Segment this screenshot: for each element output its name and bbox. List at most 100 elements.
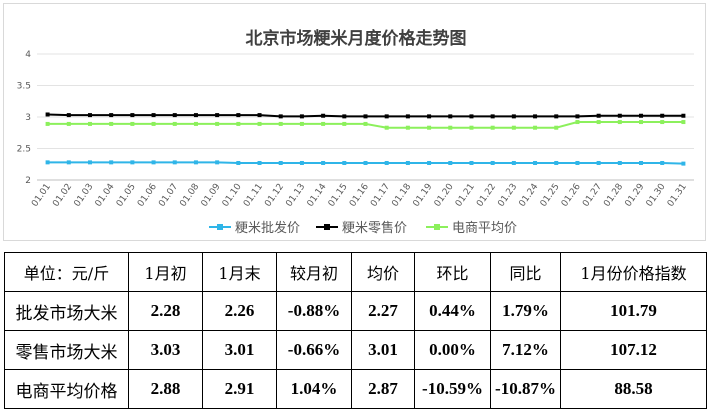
x-tick-label: 01.14 (306, 182, 329, 209)
data-point (363, 160, 368, 165)
data-point (45, 160, 50, 165)
data-point (66, 121, 71, 126)
data-point (554, 160, 559, 165)
y-tick-label: 3 (25, 113, 31, 123)
data-point (490, 114, 495, 119)
data-point (151, 113, 156, 118)
legend-label: 电商平均价 (452, 221, 517, 236)
data-point (511, 114, 516, 119)
table-header-cell: 较月初 (276, 252, 352, 292)
data-point (554, 114, 559, 119)
x-tick-label: 01.25 (539, 182, 562, 209)
data-point (427, 114, 432, 119)
data-point (130, 160, 135, 165)
table-cell: 0.00% (414, 330, 491, 370)
x-tick-label: 01.02 (51, 182, 74, 209)
data-point (639, 120, 644, 125)
data-point (511, 125, 516, 130)
data-point (278, 121, 283, 126)
table-cell: 2.26 (202, 291, 277, 331)
x-tick-label: 01.22 (475, 182, 498, 209)
x-tick-label: 01.04 (94, 182, 117, 209)
data-point (130, 113, 135, 118)
data-point (321, 121, 326, 126)
table-cell: 2.28 (128, 291, 203, 331)
table-row-label: 电商平均价格 (4, 369, 129, 409)
x-tick-label: 01.19 (412, 182, 435, 209)
legend-swatch-marker (324, 224, 330, 230)
data-point (257, 113, 262, 118)
data-point (405, 160, 410, 165)
x-tick-label: 01.18 (390, 182, 413, 209)
y-tick-label: 3.5 (17, 82, 31, 92)
table-cell: 2.27 (351, 291, 415, 331)
table-header-row: 单位：元/斤 1月初 1月末 较月初 均价 环比 同比 1月份价格指数 (4, 252, 707, 292)
data-point (490, 160, 495, 165)
x-tick-label: 01.09 (200, 182, 223, 209)
table-header-cell: 环比 (414, 252, 491, 292)
data-point (87, 160, 92, 165)
x-tick-label: 01.31 (666, 182, 689, 209)
data-point (384, 160, 389, 165)
data-point (596, 160, 601, 165)
x-tick-label: 01.10 (221, 182, 244, 209)
data-point (193, 160, 198, 165)
x-tick-label: 01.23 (496, 182, 519, 209)
data-point (299, 114, 304, 119)
x-tick-label: 01.24 (518, 182, 541, 209)
table-row-label: 批发市场大米 (4, 291, 129, 331)
data-point (130, 121, 135, 126)
data-point (448, 125, 453, 130)
table-cell: 3.01 (351, 330, 415, 370)
data-point (405, 114, 410, 119)
data-point (257, 121, 262, 126)
x-tick-label: 01.16 (348, 182, 371, 209)
table-cell: 3.03 (128, 330, 203, 370)
table-header-cell: 同比 (490, 252, 561, 292)
table-header-cell: 1月末 (202, 252, 277, 292)
x-tick-label: 01.13 (284, 182, 307, 209)
table-cell: 88.58 (560, 369, 707, 409)
x-tick-label: 01.11 (242, 182, 265, 209)
data-point (639, 160, 644, 165)
table-cell: 2.91 (202, 369, 277, 409)
legend-label: 粳米零售价 (342, 220, 407, 236)
x-tick-label: 01.28 (602, 182, 625, 209)
y-tick-label: 2 (25, 176, 31, 186)
data-point (342, 160, 347, 165)
x-tick-label: 01.01 (30, 182, 53, 209)
data-point (66, 160, 71, 165)
data-point (681, 113, 686, 118)
data-point (596, 120, 601, 125)
legend-swatch-marker (434, 224, 440, 230)
data-point (363, 121, 368, 126)
table-cell: -0.66% (276, 330, 352, 370)
data-point (363, 114, 368, 119)
x-tick-label: 01.29 (624, 182, 647, 209)
data-point (448, 114, 453, 119)
table-cell: 2.87 (351, 369, 415, 409)
data-point (681, 161, 686, 166)
x-tick-label: 01.21 (454, 182, 477, 209)
data-point (575, 114, 580, 119)
table-header-cell: 均价 (351, 252, 415, 292)
data-point (236, 160, 241, 165)
data-point (257, 160, 262, 165)
data-point (575, 120, 580, 125)
legend-swatch-marker (217, 224, 223, 230)
data-point (427, 125, 432, 130)
data-point (87, 121, 92, 126)
table-header-cell: 单位：元/斤 (4, 252, 129, 292)
table-cell: 3.01 (202, 330, 277, 370)
data-point (660, 113, 665, 118)
data-point (299, 160, 304, 165)
data-point (469, 125, 474, 130)
table-cell: 2.88 (128, 369, 203, 409)
x-tick-label: 01.06 (136, 182, 159, 209)
table-row: 电商平均价格 2.88 2.91 1.04% 2.87 -10.59% -10.87% 88.… (4, 369, 707, 409)
data-point (639, 113, 644, 118)
table-cell: -10.87% (490, 369, 561, 409)
x-tick-label: 01.27 (581, 182, 604, 209)
data-point (299, 121, 304, 126)
data-point (469, 160, 474, 165)
